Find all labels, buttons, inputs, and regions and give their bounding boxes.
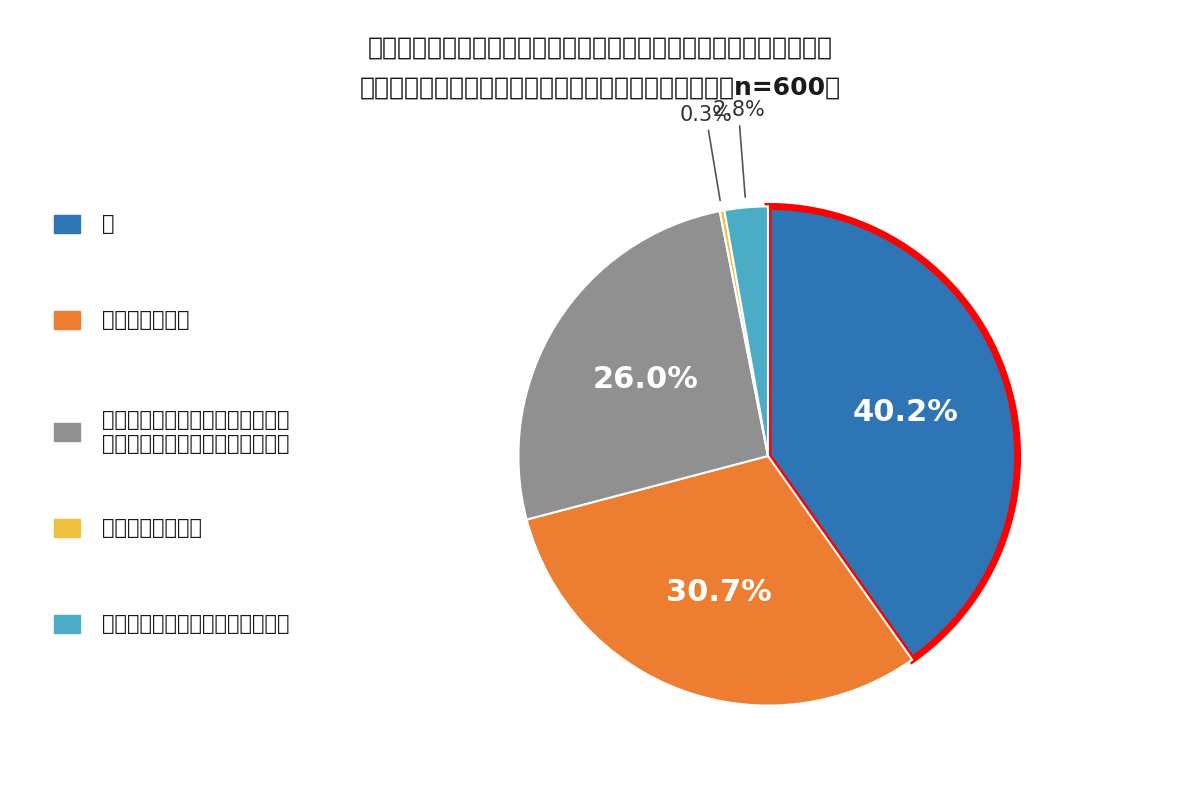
Text: 親: 親 bbox=[102, 214, 114, 234]
Text: 2.8%: 2.8% bbox=[712, 100, 764, 197]
Text: 常に一定の温度（行政やメーカー
の推奮温度など）に設定している: 常に一定の温度（行政やメーカー の推奮温度など）に設定している bbox=[102, 410, 289, 454]
Text: 小学生の子ども: 小学生の子ども bbox=[102, 310, 190, 330]
Wedge shape bbox=[518, 211, 768, 519]
Text: その他の設定方法: その他の設定方法 bbox=[102, 518, 202, 538]
Wedge shape bbox=[527, 456, 912, 706]
Wedge shape bbox=[768, 206, 1018, 660]
Text: 30.7%: 30.7% bbox=[666, 578, 772, 606]
Text: 自分では設定しない、わからない: 自分では設定しない、わからない bbox=[102, 614, 289, 634]
Text: 26.0%: 26.0% bbox=[593, 365, 698, 394]
Text: どちらの快適さを基準に設定温度を決めていますか。（n=600）: どちらの快適さを基準に設定温度を決めていますか。（n=600） bbox=[360, 76, 840, 100]
Text: 40.2%: 40.2% bbox=[853, 398, 959, 426]
Wedge shape bbox=[720, 210, 768, 456]
Wedge shape bbox=[725, 206, 768, 456]
Text: 0.3%: 0.3% bbox=[679, 105, 732, 201]
Text: 冬場、リビングのエアコン暖房を使用する際、親、小学生のお子様、: 冬場、リビングのエアコン暖房を使用する際、親、小学生のお子様、 bbox=[367, 36, 833, 60]
